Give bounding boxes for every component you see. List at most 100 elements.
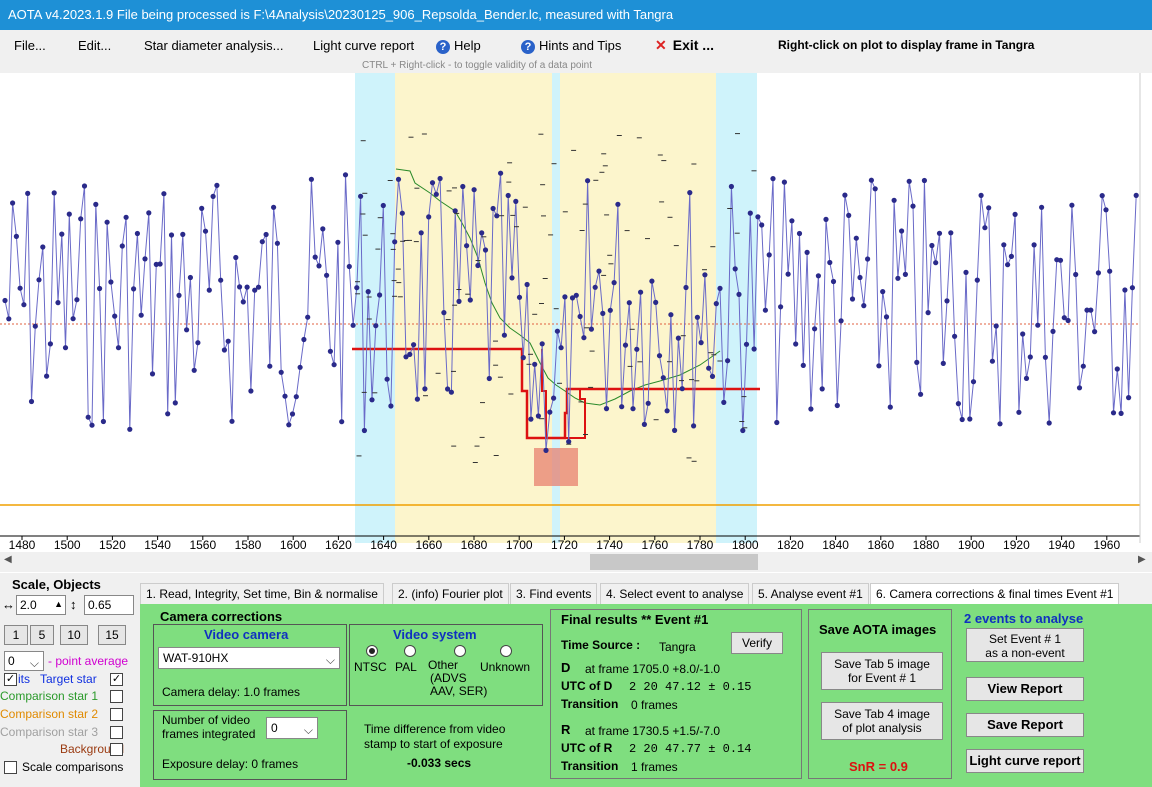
menu-light-curve-report[interactable]: Light curve report <box>313 38 415 53</box>
target-star-point <box>1080 363 1086 369</box>
target-star-point <box>21 302 27 308</box>
scroll-thumb[interactable] <box>590 554 758 570</box>
utc-r-label: UTC of R <box>561 741 613 755</box>
target-star-point <box>377 292 383 298</box>
target-star-point <box>778 304 784 310</box>
target-star-point <box>399 210 405 216</box>
target-star-point <box>331 362 337 368</box>
target-star-point <box>978 192 984 198</box>
tab-analyse-event[interactable]: 5. Analyse event #1 <box>752 583 869 605</box>
target-star-point <box>914 359 920 365</box>
target-star-point <box>577 313 583 320</box>
target-star-point <box>781 179 788 185</box>
target-star-point <box>112 313 118 319</box>
menu-hints[interactable]: ? Hints and Tips <box>521 38 621 54</box>
target-star-point <box>176 292 182 298</box>
target-star-point <box>157 261 163 267</box>
scale-button-15[interactable]: 15 <box>98 625 126 645</box>
target-star-point <box>433 191 439 197</box>
scale-comparisons-checkbox[interactable] <box>4 761 17 774</box>
target-star-point <box>210 193 216 199</box>
scale-spinner-2[interactable]: 0.65 <box>84 595 134 615</box>
target-star-point <box>422 386 428 392</box>
menu-edit[interactable]: Edit... <box>78 38 112 53</box>
scroll-right-icon[interactable]: ▶ <box>1138 554 1146 565</box>
target-star-point <box>263 231 269 238</box>
help-icon: ? <box>436 40 450 54</box>
menu-star-diameter[interactable]: Star diameter analysis... <box>144 38 284 53</box>
target-star-checkbox-2[interactable]: ✓ <box>110 673 123 686</box>
target-star-point <box>475 262 481 269</box>
target-star-point <box>36 277 42 283</box>
frames-integrated-select[interactable]: 0 ⌵ <box>266 717 318 739</box>
plot-scrollbar[interactable]: ◀ ▶ <box>0 552 1152 572</box>
target-star-point <box>509 275 515 281</box>
target-star-point <box>168 232 175 238</box>
unknown-radio[interactable] <box>500 645 512 657</box>
target-star-point <box>108 279 114 285</box>
background-checkbox[interactable] <box>110 743 123 756</box>
save-report-button[interactable]: Save Report <box>966 713 1084 737</box>
comparison-star-3-checkbox[interactable] <box>110 726 123 739</box>
target-star-point <box>282 393 288 399</box>
save-tab5-button[interactable]: Save Tab 5 image for Event # 1 <box>821 652 943 690</box>
tab-fourier[interactable]: 2. (info) Fourier plot <box>392 583 509 605</box>
target-star-point <box>1046 420 1052 426</box>
target-star-point <box>25 190 31 196</box>
tab-find-events[interactable]: 3. Find events <box>510 583 598 605</box>
target-star-point <box>872 186 878 192</box>
scale-spinner[interactable]: 2.0 ▲ <box>16 595 66 615</box>
menu-file[interactable]: File... <box>14 38 46 53</box>
menu-help[interactable]: ? Help <box>436 38 481 54</box>
target-star-point <box>747 210 753 216</box>
menu-exit[interactable]: ✕ Exit ... <box>655 37 714 54</box>
target-star-point <box>1008 253 1015 259</box>
light-curve-plot[interactable]: 1480 1500 1520 1540 1560 1580 1600 1620 1640 1660… <box>0 73 1152 573</box>
target-star-point <box>392 239 398 245</box>
scale-button-5[interactable]: 5 <box>30 625 54 645</box>
camera-corrections-panel: Camera corrections Video camera WAT-910H… <box>140 604 1152 787</box>
target-star-point <box>104 219 110 225</box>
set-non-event-button[interactable]: Set Event # 1 as a non-event <box>966 628 1084 662</box>
comparison-star-1-checkbox[interactable] <box>110 690 123 703</box>
light-curve-chart[interactable]: 1480 1500 1520 1540 1560 1580 1600 1620 1640 1660… <box>0 73 1152 553</box>
target-star-point <box>1016 409 1022 415</box>
target-star-point <box>664 408 670 414</box>
comparison-star-2-checkbox[interactable] <box>110 708 123 721</box>
light-curve-report-button[interactable]: Light curve report <box>966 749 1084 773</box>
scale-button-1[interactable]: 1 <box>4 625 28 645</box>
target-star-point <box>146 210 152 216</box>
target-star-point <box>407 351 413 357</box>
target-star-point <box>895 275 901 281</box>
menu-hints-label: Hints and Tips <box>539 38 622 53</box>
tab-select-event[interactable]: 4. Select event to analyse <box>600 583 750 605</box>
scroll-left-icon[interactable]: ◀ <box>4 554 12 565</box>
scale-button-10[interactable]: 10 <box>60 625 88 645</box>
tab-read[interactable]: 1. Read, Integrity, Set time, Bin & norm… <box>140 583 384 605</box>
point-average-select[interactable]: 0 ⌵ <box>4 651 44 671</box>
target-star-point <box>861 303 867 309</box>
target-star-point <box>10 200 16 206</box>
x-tick-label: 1640 <box>370 538 397 552</box>
target-star-point <box>308 176 314 182</box>
save-tab4-button[interactable]: Save Tab 4 image of plot analysis <box>821 702 943 740</box>
verify-button[interactable]: Verify <box>731 632 783 654</box>
target-star-point <box>702 272 708 278</box>
pal-radio[interactable] <box>404 645 416 657</box>
camera-select[interactable]: WAT-910HX ⌵ <box>158 647 340 669</box>
spinner-arrows-icon[interactable]: ▲ <box>54 599 63 609</box>
target-star-point <box>59 231 65 237</box>
other-radio[interactable] <box>454 645 466 657</box>
tab-camera-corrections[interactable]: 6. Camera corrections & final times Even… <box>870 583 1120 606</box>
target-star-point <box>789 218 795 224</box>
view-report-button[interactable]: View Report <box>966 677 1084 701</box>
target-star-point <box>498 170 504 176</box>
target-star-point <box>85 414 91 420</box>
ntsc-radio[interactable] <box>366 645 378 657</box>
target-star-point <box>78 216 84 222</box>
target-star-point <box>301 336 307 343</box>
target-star-point <box>62 345 69 351</box>
target-star-point <box>940 360 946 366</box>
target-star-checkbox[interactable]: ✓ <box>4 673 17 686</box>
target-star-point <box>437 175 443 182</box>
